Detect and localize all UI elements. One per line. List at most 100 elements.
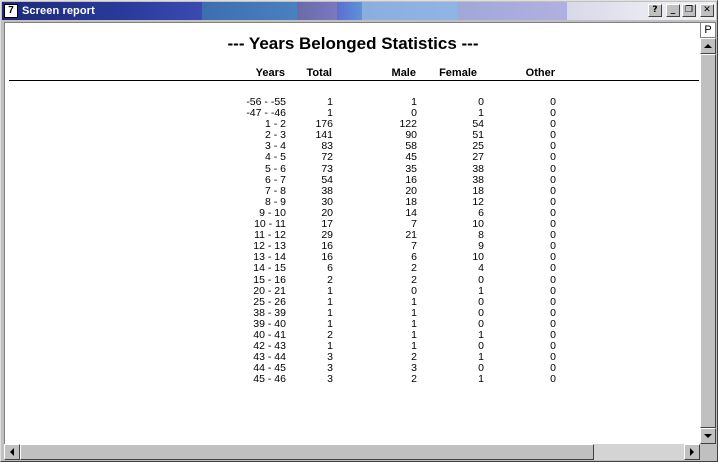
cell-female: 0 — [478, 295, 484, 308]
cell-total: 3 — [327, 373, 333, 386]
cell-years: 40 - 41 — [253, 328, 286, 341]
cell-male: 2 — [411, 373, 417, 386]
cell-male: 0 — [411, 284, 417, 297]
close-button[interactable]: ✕ — [700, 4, 714, 17]
cell-male: 122 — [399, 118, 417, 131]
cell-female: 0 — [478, 273, 484, 286]
horizontal-scroll-track[interactable] — [20, 444, 684, 460]
cell-male: 1 — [411, 96, 417, 108]
cell-male: 7 — [411, 240, 417, 253]
cell-years: 3 - 4 — [264, 140, 286, 153]
scroll-left-button[interactable] — [4, 444, 20, 460]
cell-female: 38 — [472, 173, 484, 186]
cell-female: 25 — [472, 140, 484, 153]
scroll-right-button[interactable] — [684, 444, 700, 460]
cell-years: 25 - 26 — [253, 295, 286, 308]
header-years: Years — [255, 67, 285, 79]
report-app-icon[interactable]: 7 — [4, 4, 18, 18]
cell-other: 0 — [550, 107, 556, 120]
cell-total: 1 — [327, 284, 333, 297]
cell-male: 7 — [411, 218, 417, 231]
cell-male: 2 — [411, 351, 417, 364]
table-row: 44 - 45 3 3 0 0 — [5, 363, 700, 374]
vertical-scrollbar[interactable]: P — [700, 22, 716, 444]
cell-male: 16 — [405, 173, 417, 186]
cell-other: 0 — [550, 173, 556, 186]
cell-female: 6 — [478, 206, 484, 219]
title-bar[interactable]: 7 Screen report ? _ ❐ ✕ — [2, 2, 716, 20]
horizontal-scrollbar[interactable] — [4, 444, 700, 460]
cell-total: 29 — [321, 229, 333, 242]
cell-other: 0 — [550, 140, 556, 153]
table-row: -47 - -46 1 0 1 0 — [5, 108, 700, 119]
vertical-scroll-track[interactable] — [700, 54, 716, 428]
table-row: 1 - 2 176 122 54 0 — [5, 119, 700, 130]
table-row: 38 - 39 1 1 0 0 — [5, 307, 700, 319]
cell-male: 1 — [411, 317, 417, 330]
table-row: 13 - 14 16 6 10 0 — [5, 252, 700, 263]
cell-years: 1 - 2 — [264, 118, 286, 131]
title-buttons: ? _ ❐ ✕ — [648, 4, 714, 17]
cell-years: 6 - 7 — [264, 173, 286, 186]
vertical-scroll-thumb[interactable] — [700, 54, 716, 428]
cell-total: 54 — [321, 173, 333, 186]
cell-total: 16 — [321, 240, 333, 253]
cell-female: 0 — [478, 340, 484, 353]
scroll-down-button[interactable] — [700, 428, 716, 444]
page-button[interactable]: P — [700, 22, 716, 38]
cell-years: 20 - 21 — [253, 284, 286, 297]
cell-years: -56 - -55 — [246, 96, 286, 108]
cell-total: 2 — [327, 273, 333, 286]
cell-years: 45 - 46 — [253, 373, 286, 386]
cell-total: 3 — [327, 362, 333, 375]
cell-female: 54 — [472, 118, 484, 131]
minimize-button[interactable]: _ — [666, 4, 680, 17]
cell-years: 9 - 10 — [259, 206, 286, 219]
cell-other: 0 — [550, 295, 556, 308]
table-row: 7 - 8 38 20 18 0 — [5, 184, 700, 197]
cell-male: 35 — [405, 162, 417, 175]
cell-years: 13 - 14 — [253, 251, 286, 264]
cell-other: 0 — [550, 118, 556, 131]
cell-other: 0 — [550, 251, 556, 264]
table-row: 8 - 9 30 18 12 0 — [5, 195, 700, 208]
cell-years: 44 - 45 — [253, 362, 286, 375]
table-row: 20 - 21 1 0 1 0 — [5, 284, 700, 297]
cell-years: 43 - 44 — [253, 351, 286, 364]
cell-male: 18 — [405, 195, 417, 208]
cell-other: 0 — [550, 229, 556, 242]
cell-years: 14 - 15 — [253, 262, 286, 275]
cell-years: 42 - 43 — [253, 340, 286, 353]
help-button[interactable]: ? — [648, 4, 662, 17]
cell-years: 4 - 5 — [264, 151, 286, 164]
header-other: Other — [525, 67, 555, 79]
cell-years: 2 - 3 — [264, 129, 286, 142]
cell-female: 8 — [478, 229, 484, 242]
cell-other: 0 — [550, 195, 556, 208]
cell-other: 0 — [550, 206, 556, 219]
cell-other: 0 — [550, 328, 556, 341]
cell-female: 1 — [478, 351, 484, 364]
cell-male: 2 — [411, 262, 417, 275]
scroll-up-button[interactable] — [700, 38, 716, 54]
cell-total: 6 — [327, 262, 333, 275]
cell-female: 0 — [478, 96, 484, 108]
cell-total: 17 — [321, 218, 333, 231]
header-male: Male — [391, 67, 416, 79]
cell-female: 51 — [472, 129, 484, 142]
cell-total: 1 — [327, 96, 333, 108]
arrow-up-icon — [704, 44, 712, 48]
cell-other: 0 — [550, 340, 556, 353]
cell-other: 0 — [550, 96, 556, 108]
arrow-left-icon — [10, 448, 14, 456]
horizontal-scroll-thumb[interactable] — [20, 444, 594, 460]
table-row: 40 - 41 2 1 1 0 — [5, 328, 700, 341]
restore-button[interactable]: ❐ — [682, 4, 696, 17]
scrollbar-corner — [700, 444, 716, 460]
cell-female: 18 — [472, 184, 484, 197]
cell-other: 0 — [550, 362, 556, 375]
table-row: 45 - 46 3 2 1 0 — [5, 374, 700, 385]
cell-other: 0 — [550, 151, 556, 164]
cell-other: 0 — [550, 373, 556, 386]
cell-total: 1 — [327, 317, 333, 330]
